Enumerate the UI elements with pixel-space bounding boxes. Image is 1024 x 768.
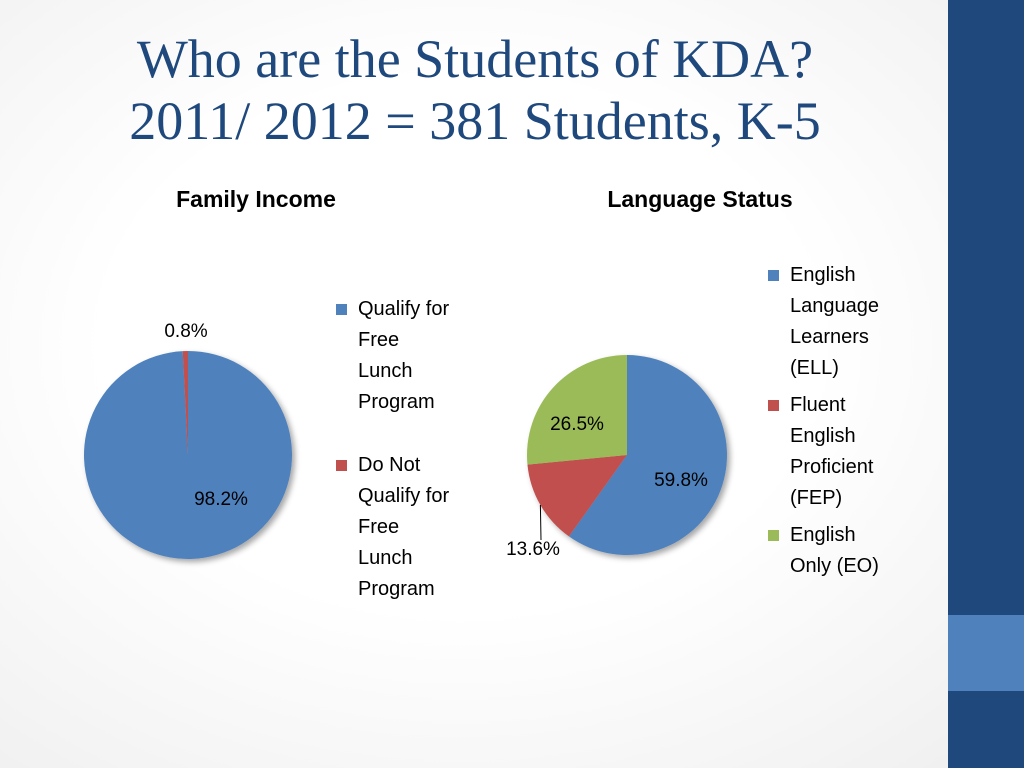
- legend-item-do-not-qualify: Do Not Qualify for Free Lunch Program: [336, 450, 466, 605]
- slide-title-line-1: Who are the Students of KDA?: [136, 29, 814, 89]
- legend-label-qualify: Qualify for Free Lunch Program: [358, 298, 450, 413]
- slide-title-line-2: 2011/ 2012 = 381 Students, K-5: [129, 91, 821, 151]
- pie-slice-0-0: [83, 351, 292, 559]
- pie-slice-1-0: [568, 355, 727, 555]
- leader-line: [539, 504, 542, 541]
- legend-label-fep: Fluent English Proficient (FEP): [790, 394, 874, 509]
- pie-chart-language-status: [527, 355, 727, 555]
- pie-slice-1-2: [527, 355, 627, 465]
- chart-title-family-income: Family Income: [176, 186, 336, 212]
- legend-item-eo: English Only (EO): [768, 520, 928, 582]
- legend-item-qualify: Qualify for Free Lunch Program: [336, 294, 466, 418]
- data-label-0-1: 0.8%: [164, 321, 207, 342]
- legend-swatch-eo: [768, 530, 779, 541]
- legend-language-status: English Language Learners (ELL) Fluent E…: [768, 260, 928, 582]
- chart-title-language-status: Language Status: [607, 186, 793, 212]
- legend-label-ell: English Language Learners (ELL): [790, 264, 879, 379]
- legend-label-eo: English Only (EO): [790, 524, 879, 577]
- legend-item-ell: English Language Learners (ELL): [768, 260, 928, 384]
- legend-swatch-fep: [768, 400, 779, 411]
- data-label-1-1: 13.6%: [506, 539, 560, 560]
- sidebar-accent-block: [948, 615, 1024, 691]
- legend-label-do-not-qualify: Do Not Qualify for Free Lunch Program: [358, 454, 450, 600]
- legend-swatch-qualify: [336, 304, 347, 315]
- data-label-0-0: 98.2%: [194, 489, 248, 510]
- data-label-1-2: 26.5%: [550, 414, 604, 435]
- pie-slice-0-1: [182, 351, 188, 455]
- pie-chart-family-income: [83, 351, 292, 559]
- legend-item-fep: Fluent English Proficient (FEP): [768, 390, 928, 514]
- legend-family-income: Qualify for Free Lunch Program Do Not Qu…: [336, 294, 466, 605]
- data-label-1-0: 59.8%: [654, 470, 708, 491]
- slide-title: Who are the Students of KDA? 2011/ 2012 …: [0, 28, 950, 152]
- pie-slice-1-1: [527, 455, 627, 537]
- legend-swatch-do-not-qualify: [336, 460, 347, 471]
- legend-swatch-ell: [768, 270, 779, 281]
